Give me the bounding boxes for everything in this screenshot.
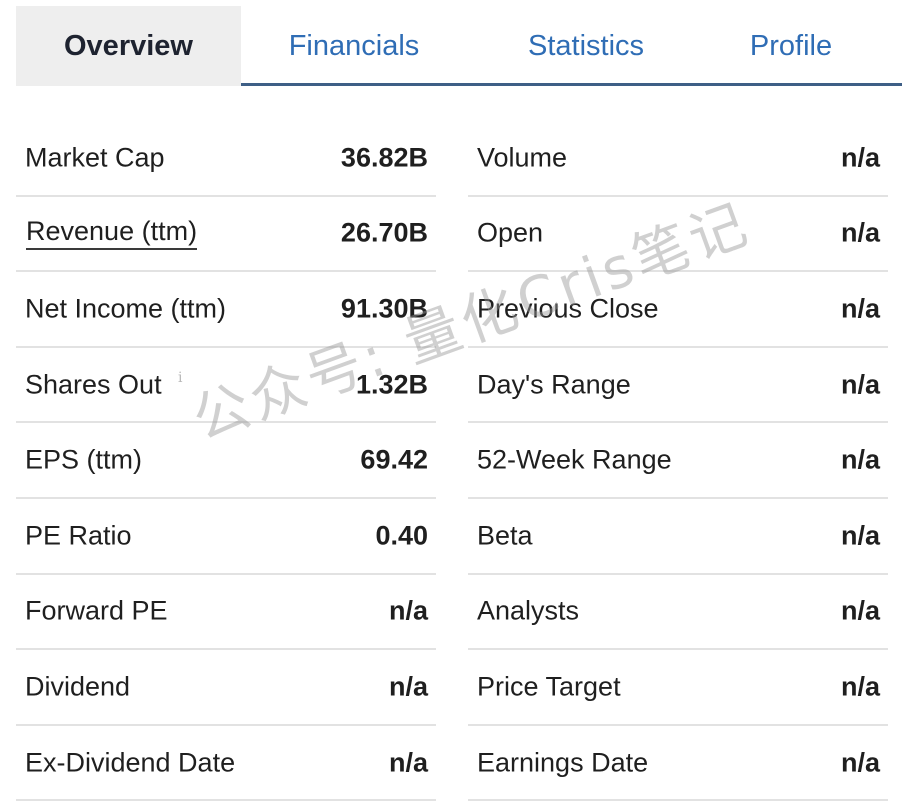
stat-row-previous-close: Previous Close n/a bbox=[468, 272, 888, 348]
stat-label: Price Target bbox=[477, 671, 621, 702]
stat-label: EPS (ttm) bbox=[25, 444, 143, 475]
stat-row-days-range: Day's Range n/a bbox=[468, 348, 888, 424]
stat-label: Earnings Date bbox=[477, 747, 649, 778]
stat-value: 0.40 bbox=[375, 520, 428, 551]
stat-value: n/a bbox=[840, 369, 880, 400]
stat-value: 1.32B bbox=[355, 369, 428, 400]
stat-row-shares-out: Shares Out i 1.32B bbox=[16, 348, 436, 424]
stat-label: Previous Close bbox=[477, 293, 659, 324]
stat-row-52-week-range: 52-Week Range n/a bbox=[468, 423, 888, 499]
stat-label: Market Cap bbox=[25, 142, 165, 173]
stat-value: 69.42 bbox=[360, 444, 428, 475]
right-stats-table: Volume n/a Open n/a Previous Close n/a D… bbox=[468, 121, 888, 802]
stat-row-market-cap: Market Cap 36.82B bbox=[16, 121, 436, 197]
stat-label: 52-Week Range bbox=[477, 444, 672, 475]
tab-profile[interactable]: Profile bbox=[749, 29, 833, 62]
stat-label: Ex-Dividend Date bbox=[25, 747, 236, 778]
tab-bar: Overview Financials Statistics Profile bbox=[16, 6, 902, 86]
stat-value: n/a bbox=[840, 217, 880, 248]
stat-row-price-target: Price Target n/a bbox=[468, 650, 888, 726]
stat-value: 36.82B bbox=[340, 142, 428, 173]
stat-value: 91.30B bbox=[340, 293, 428, 324]
stat-value: n/a bbox=[840, 671, 880, 702]
stat-row-beta: Beta n/a bbox=[468, 499, 888, 575]
stat-row-analysts: Analysts n/a bbox=[468, 575, 888, 651]
stat-row-dividend: Dividend n/a bbox=[16, 650, 436, 726]
stat-label: Dividend bbox=[25, 671, 131, 702]
tab-financials[interactable]: Financials bbox=[288, 29, 420, 62]
stat-label: Day's Range bbox=[477, 369, 631, 400]
stat-value: n/a bbox=[840, 293, 880, 324]
stat-row-revenue: Revenue (ttm) 26.70B bbox=[16, 197, 436, 273]
stat-value: n/a bbox=[840, 444, 880, 475]
revenue-link[interactable]: Revenue (ttm) bbox=[26, 216, 198, 251]
tab-statistics[interactable]: Statistics bbox=[527, 29, 645, 62]
stat-label: Analysts bbox=[477, 595, 580, 626]
info-icon[interactable]: i bbox=[178, 369, 183, 386]
stat-row-pe-ratio: PE Ratio 0.40 bbox=[16, 499, 436, 575]
stat-label: Beta bbox=[477, 520, 533, 551]
stat-value: n/a bbox=[840, 595, 880, 626]
stat-row-ex-dividend-date: Ex-Dividend Date n/a bbox=[16, 726, 436, 802]
stat-value: n/a bbox=[388, 747, 428, 778]
stat-label: Net Income (ttm) bbox=[25, 293, 227, 324]
stat-value: n/a bbox=[840, 520, 880, 551]
stat-label: Forward PE bbox=[25, 595, 168, 626]
tab-overview[interactable]: Overview bbox=[16, 6, 241, 86]
stat-label: Shares Out bbox=[25, 369, 162, 400]
stat-value: n/a bbox=[840, 747, 880, 778]
stat-row-eps: EPS (ttm) 69.42 bbox=[16, 423, 436, 499]
stat-label: Open bbox=[477, 217, 544, 248]
stat-label: PE Ratio bbox=[25, 520, 132, 551]
stat-row-open: Open n/a bbox=[468, 197, 888, 273]
stat-value: n/a bbox=[388, 595, 428, 626]
stat-row-earnings-date: Earnings Date n/a bbox=[468, 726, 888, 802]
stat-value: 26.70B bbox=[340, 217, 428, 248]
stat-value: n/a bbox=[840, 142, 880, 173]
stat-label: Volume bbox=[477, 142, 568, 173]
stat-value: n/a bbox=[388, 671, 428, 702]
stat-row-net-income: Net Income (ttm) 91.30B bbox=[16, 272, 436, 348]
stat-row-forward-pe: Forward PE n/a bbox=[16, 575, 436, 651]
stat-row-volume: Volume n/a bbox=[468, 121, 888, 197]
left-stats-table: Market Cap 36.82B Revenue (ttm) 26.70B N… bbox=[16, 121, 436, 802]
